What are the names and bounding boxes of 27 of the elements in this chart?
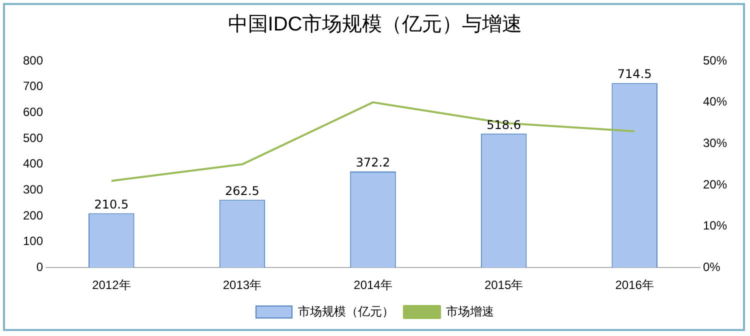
x-tick-label: 2014年 bbox=[354, 278, 392, 292]
data-label: 372.2 bbox=[356, 156, 390, 170]
legend-label: 市场增速 bbox=[446, 304, 494, 318]
y-tick-label: 0 bbox=[36, 260, 44, 274]
x-tick-label: 2013年 bbox=[222, 278, 262, 292]
y2-tick-label: 30% bbox=[702, 136, 728, 150]
y-tick-label: 500 bbox=[22, 130, 44, 145]
x-tick-label: 2012年 bbox=[92, 278, 131, 292]
y2-tick-label: 10% bbox=[702, 218, 728, 233]
y2-tick-label: 50% bbox=[702, 53, 728, 68]
x-tick-label: 2015年 bbox=[484, 278, 524, 292]
y2-tick-label: 40% bbox=[702, 94, 728, 109]
y2-tick-label: 20% bbox=[702, 177, 728, 192]
data-label: 210.5 bbox=[94, 197, 129, 212]
chart-title: 中国IDC市场规模（亿元）与增速 bbox=[228, 14, 522, 36]
y-tick-label: 100 bbox=[22, 234, 44, 248]
data-label: 714.5 bbox=[617, 67, 652, 82]
y-tick-label: 700 bbox=[22, 79, 44, 94]
y-tick-label: 400 bbox=[22, 156, 44, 171]
y-tick-label: 600 bbox=[22, 104, 44, 119]
data-label: 262.5 bbox=[225, 184, 260, 198]
y2-tick-label: 0% bbox=[702, 260, 721, 274]
legend-label: 市场规模（亿元） bbox=[298, 304, 394, 318]
y-tick-label: 200 bbox=[22, 208, 44, 222]
x-tick-label: 2016年 bbox=[615, 278, 654, 292]
y-tick-label: 800 bbox=[22, 53, 44, 68]
y-tick-label: 300 bbox=[22, 182, 44, 196]
